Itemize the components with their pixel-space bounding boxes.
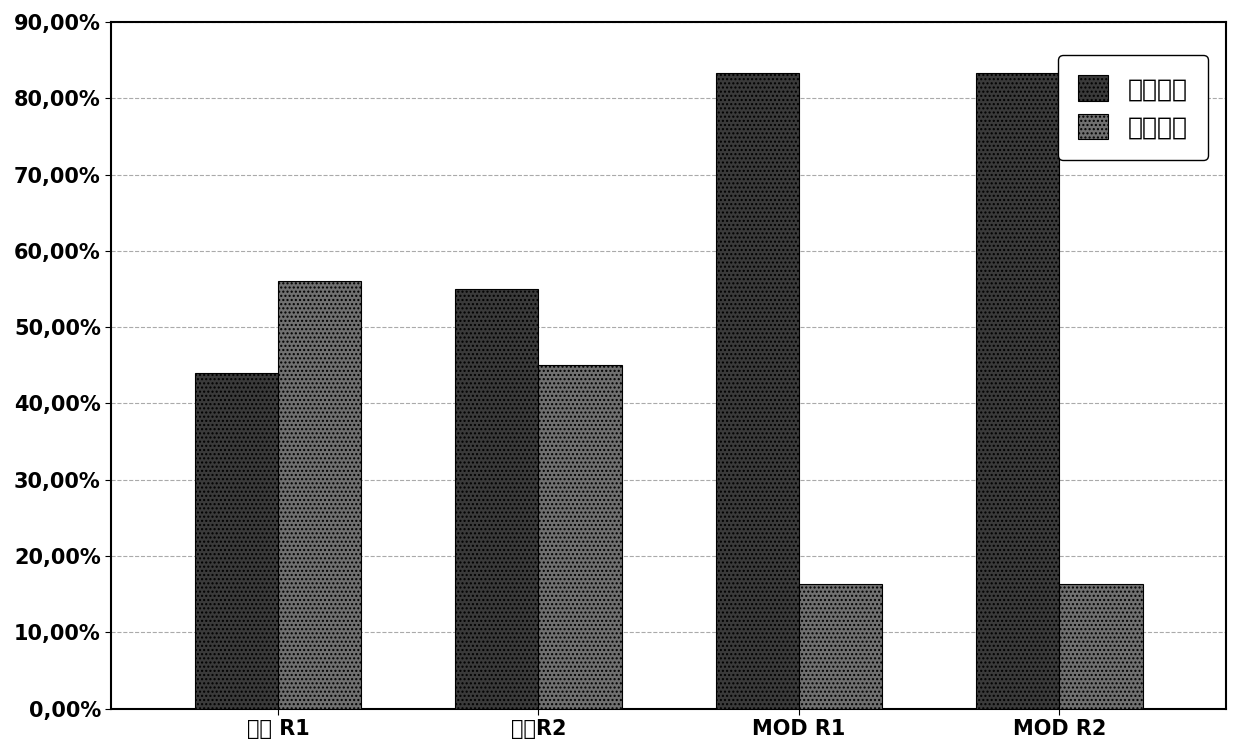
- Bar: [195, 373, 278, 709]
- Bar: [715, 73, 799, 709]
- Bar: [278, 282, 361, 709]
- Bar: [538, 365, 621, 709]
- Legend: 正向读数, 反向读数: 正向读数, 反向读数: [1058, 55, 1208, 160]
- Bar: [976, 73, 1059, 709]
- Bar: [799, 584, 882, 709]
- Bar: [455, 289, 538, 709]
- Bar: [1059, 584, 1143, 709]
